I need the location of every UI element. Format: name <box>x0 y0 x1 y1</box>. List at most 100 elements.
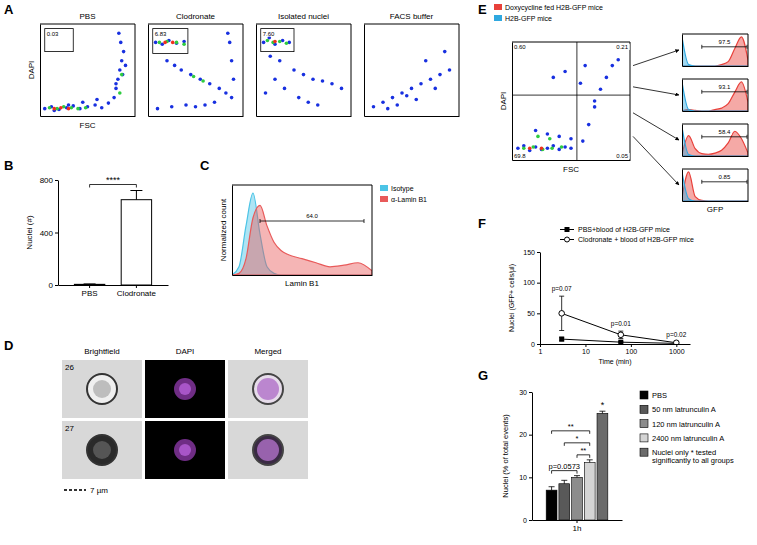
y-axis <box>364 25 365 117</box>
legend-swatch <box>640 405 648 413</box>
label-background <box>718 39 732 45</box>
axis-line <box>541 344 691 345</box>
tick: 100 <box>626 344 638 355</box>
image-cell <box>228 421 308 479</box>
histogram-area <box>232 193 372 275</box>
dot <box>536 135 540 139</box>
axis-line <box>149 116 244 117</box>
dot <box>262 41 266 45</box>
dot <box>546 146 550 150</box>
gate-label: 97.5 <box>719 39 731 45</box>
legend-swatch <box>640 448 648 456</box>
x-axis <box>683 66 749 67</box>
bar <box>121 200 151 285</box>
label-background <box>615 44 629 50</box>
axis-line <box>540 253 541 345</box>
dot <box>264 91 268 95</box>
plot-area <box>74 191 151 286</box>
marker <box>559 337 564 342</box>
histogram-area <box>232 205 372 275</box>
tick: Clodronate <box>117 285 157 298</box>
plot-title: FACS buffer <box>390 12 434 21</box>
quadrant-label: 0.60 <box>514 44 526 50</box>
dot <box>120 73 124 77</box>
dot <box>581 139 585 143</box>
plot-area <box>43 29 127 113</box>
dot <box>67 103 71 107</box>
scale-bar <box>64 489 86 491</box>
dot <box>278 40 282 44</box>
legend-label: PBS <box>652 391 667 400</box>
gate-label: 0.85 <box>719 174 731 180</box>
panel-letter: E <box>478 2 487 17</box>
axis-line <box>365 116 460 117</box>
dot <box>443 50 447 54</box>
dot <box>154 41 158 45</box>
tick-mark <box>529 392 532 393</box>
x-axis <box>149 116 244 117</box>
annotation: p=0.01 <box>611 320 631 328</box>
dot <box>165 59 169 63</box>
dot <box>550 146 554 150</box>
dot <box>311 77 315 81</box>
plot-area <box>682 127 748 156</box>
dot <box>67 107 71 111</box>
dot <box>321 79 325 83</box>
dot <box>522 146 526 150</box>
tick-mark <box>631 344 632 347</box>
plot-title: PBS <box>79 12 95 21</box>
legend-label: H2B-GFP mice <box>505 15 552 22</box>
dot <box>391 96 395 100</box>
dot <box>552 76 556 80</box>
panel-letter: F <box>478 216 486 231</box>
dot <box>100 106 104 110</box>
plot-area <box>682 37 748 66</box>
label-line: PBS <box>652 391 667 400</box>
dot <box>395 103 399 107</box>
row-label: 27 <box>65 424 74 433</box>
annotation: p=0.07 <box>552 285 572 293</box>
plot-area <box>232 193 372 275</box>
marker <box>674 340 680 344</box>
plot-frame <box>364 24 459 116</box>
tick-mark <box>537 252 540 253</box>
tick: 0 <box>531 341 540 348</box>
dot <box>599 87 603 91</box>
tick-label: 800 <box>40 176 54 185</box>
dot <box>557 135 561 139</box>
tick-mark <box>529 435 532 436</box>
y-axis: 0102030 <box>519 389 532 524</box>
label-background <box>154 31 168 37</box>
axis-line <box>58 181 59 286</box>
plot-frame <box>682 169 748 201</box>
dot <box>228 41 232 45</box>
dot <box>593 105 597 109</box>
error-bar <box>599 411 605 413</box>
y-axis-title: Nuclei (GFP+ cells/µl) <box>508 264 516 332</box>
y-axis <box>682 125 683 157</box>
histogram-area <box>682 37 748 66</box>
x-axis-title: Lamin B1 <box>285 279 319 288</box>
dot <box>213 100 217 104</box>
axis-line <box>233 275 373 276</box>
gate-label: 64.0 <box>306 213 318 219</box>
label-background <box>513 153 527 159</box>
gate <box>702 45 747 49</box>
marker <box>618 332 624 338</box>
legend-label: 2400 nm latrunculin A <box>652 434 724 443</box>
axis-line <box>682 35 683 67</box>
annotation: p=0.02 <box>666 331 686 339</box>
dot <box>208 82 212 86</box>
x-axis-title: GFP <box>707 205 723 214</box>
row-label: 26 <box>65 363 74 372</box>
dot <box>52 107 56 111</box>
bar <box>546 490 557 520</box>
significance-label: * <box>576 434 579 443</box>
tick-label: 1000 <box>669 348 685 355</box>
dot <box>48 106 52 110</box>
label-background <box>262 31 276 37</box>
axis-line <box>148 25 149 117</box>
y-axis-title: Nuclei (% of total events) <box>501 414 510 498</box>
dot <box>438 73 442 77</box>
dot <box>268 54 272 58</box>
